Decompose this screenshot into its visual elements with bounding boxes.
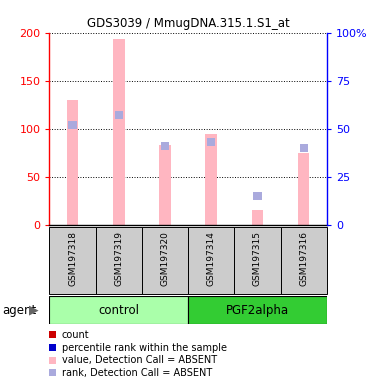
Text: agent: agent [2, 304, 36, 316]
Text: GSM197319: GSM197319 [114, 231, 123, 286]
Bar [206, 134, 217, 225]
Text: value, Detection Call = ABSENT: value, Detection Call = ABSENT [62, 355, 217, 365]
Bar [96, 227, 142, 294]
Text: GSM197318: GSM197318 [68, 231, 77, 286]
Text: GSM197314: GSM197314 [207, 232, 216, 286]
Bar [159, 145, 171, 225]
Bar [49, 227, 96, 294]
Bar [298, 153, 309, 225]
Text: percentile rank within the sample: percentile rank within the sample [62, 343, 227, 353]
Bar [67, 100, 78, 225]
Text: PGF2alpha: PGF2alpha [226, 304, 289, 316]
Bar [115, 111, 123, 119]
Text: ▶: ▶ [29, 304, 39, 316]
Bar [234, 227, 280, 294]
Bar [49, 296, 188, 324]
Text: GSM197320: GSM197320 [160, 232, 169, 286]
Text: GSM197316: GSM197316 [299, 231, 308, 286]
Text: rank, Detection Call = ABSENT: rank, Detection Call = ABSENT [62, 368, 212, 378]
Bar [161, 142, 169, 150]
Bar [280, 227, 327, 294]
Bar [188, 296, 327, 324]
Bar [252, 210, 263, 225]
Text: GSM197315: GSM197315 [253, 231, 262, 286]
Bar [68, 121, 77, 129]
Bar [207, 138, 215, 146]
Bar [142, 227, 188, 294]
Bar [188, 227, 234, 294]
Text: control: control [98, 304, 139, 316]
Bar [113, 40, 125, 225]
Bar [253, 192, 261, 200]
Title: GDS3039 / MmugDNA.315.1.S1_at: GDS3039 / MmugDNA.315.1.S1_at [87, 17, 290, 30]
Bar [299, 144, 308, 152]
Text: count: count [62, 330, 90, 340]
